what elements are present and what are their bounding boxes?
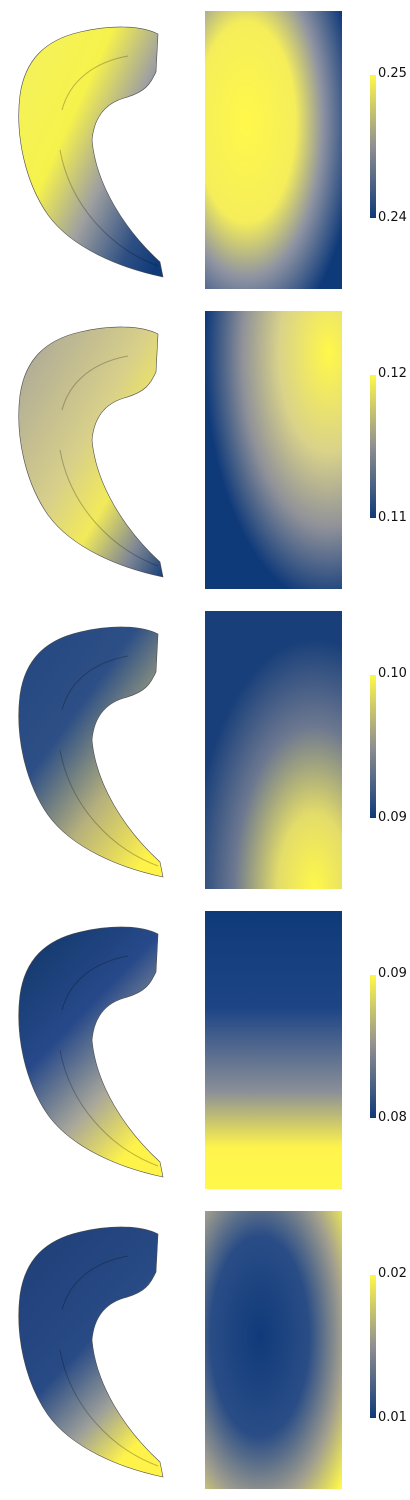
flat-map-5 bbox=[205, 1211, 342, 1489]
panel-row-4: 0.09 0.08 bbox=[0, 900, 410, 1200]
flat-map-4 bbox=[205, 911, 342, 1189]
colorbar-5 bbox=[370, 1275, 376, 1418]
colorbar-min-label-5: 0.01 bbox=[378, 1410, 407, 1425]
colorbar-min-label-4: 0.08 bbox=[378, 1110, 407, 1125]
panel-row-2: 0.12 0.11 bbox=[0, 300, 410, 600]
colorbar-min-label-2: 0.11 bbox=[378, 510, 407, 525]
colorbar-max-label-4: 0.09 bbox=[378, 966, 407, 981]
colorbar-max-label-2: 0.12 bbox=[378, 366, 407, 381]
colorbar-1 bbox=[370, 75, 376, 218]
surface-mesh-2 bbox=[18, 326, 164, 578]
panel-row-3: 0.10 0.09 bbox=[0, 600, 410, 900]
flat-map-3 bbox=[205, 611, 342, 889]
flat-map-1 bbox=[205, 11, 342, 289]
surface-mesh-3 bbox=[18, 626, 164, 878]
surface-mesh-4 bbox=[18, 926, 164, 1178]
colorbar-max-label-5: 0.02 bbox=[378, 1266, 407, 1281]
colorbar-4 bbox=[370, 975, 376, 1118]
surface-mesh-5 bbox=[18, 1226, 164, 1478]
colorbar-min-label-3: 0.09 bbox=[378, 810, 407, 825]
colorbar-max-label-1: 0.25 bbox=[378, 66, 407, 81]
colorbar-max-label-3: 0.10 bbox=[378, 666, 407, 681]
panel-row-1: 0.25 0.24 bbox=[0, 0, 410, 300]
surface-mesh-1 bbox=[18, 26, 164, 278]
colorbar-min-label-1: 0.24 bbox=[378, 210, 407, 225]
colorbar-3 bbox=[370, 675, 376, 818]
panel-row-5: 0.02 0.01 bbox=[0, 1200, 410, 1500]
flat-map-2 bbox=[205, 311, 342, 589]
colorbar-2 bbox=[370, 375, 376, 518]
